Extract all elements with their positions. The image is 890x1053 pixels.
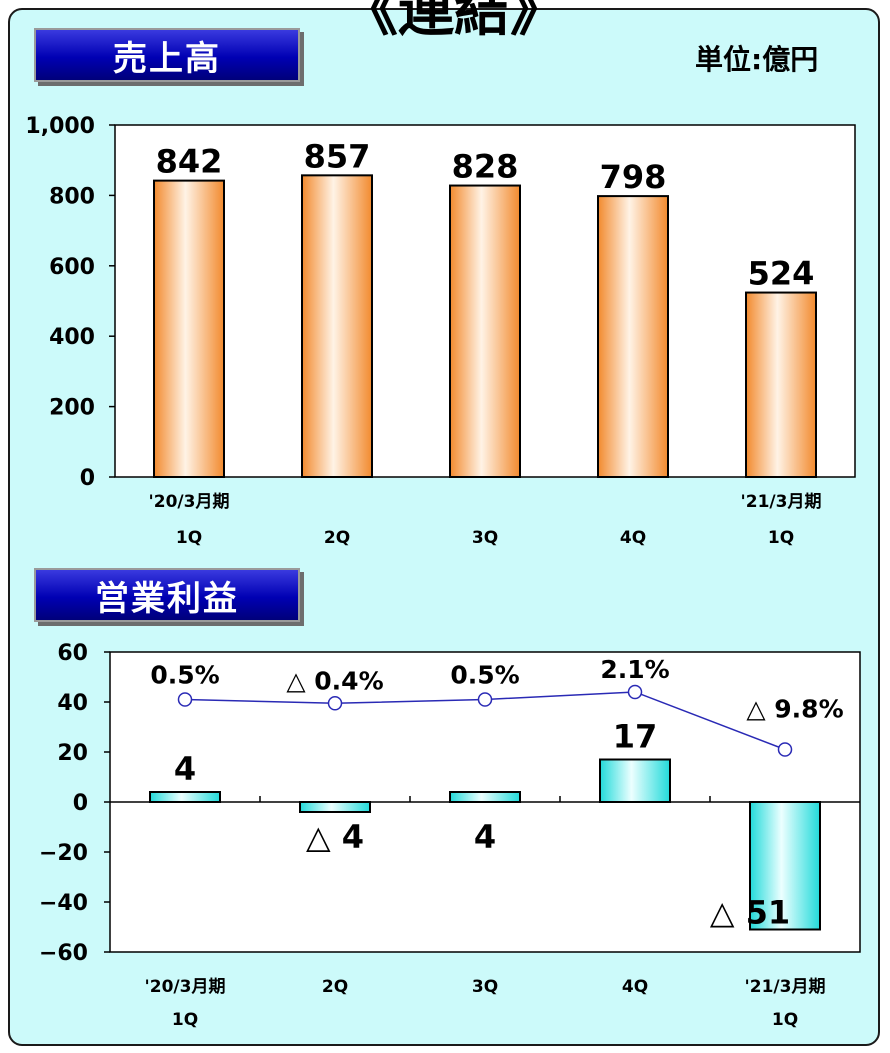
y-tick-label: 600 — [49, 255, 95, 280]
x-tick-label: 1Q — [772, 1010, 798, 1030]
y-tick-label: 400 — [49, 325, 95, 350]
y-tick-label: 0 — [73, 791, 88, 816]
page-title: 《連結》 — [342, 0, 566, 44]
data-label: 524 — [748, 255, 815, 293]
margin-point — [177, 692, 193, 707]
sales-section-header: 売上高 — [34, 28, 300, 82]
y-tick-label: 20 — [57, 741, 88, 766]
y-tick-label: 40 — [57, 691, 88, 716]
margin-label: 2.1% — [600, 655, 669, 684]
data-label: 17 — [613, 718, 658, 756]
margin-label: 0.5% — [450, 661, 519, 690]
operating-profit-chart: −60 −40 −20 0 20 40 60 4 '20/3月期 1Q △ 4 2Q 4 3Q 17 4Q △ … — [39, 641, 861, 1030]
data-label: 828 — [452, 148, 519, 186]
unit-label: 単位:億円 — [695, 43, 819, 76]
margin-point — [777, 742, 793, 757]
margin-point — [477, 692, 493, 707]
y-tick-label: 0 — [80, 466, 95, 491]
bar — [149, 791, 221, 803]
x-tick-label: 1Q — [176, 528, 202, 548]
margin-point — [327, 696, 343, 711]
margin-point — [627, 684, 643, 700]
sales-chart: 0 200 400 600 800 1,000 842 '20/3月期 1Q 857 2Q 828 3Q… — [25, 114, 856, 548]
margin-label: △ 0.4% — [286, 666, 383, 695]
y-tick-label: −40 — [39, 891, 88, 916]
bar — [599, 758, 671, 803]
x-tick-label: 1Q — [172, 1010, 198, 1030]
data-label: 4 — [174, 750, 196, 788]
op-section-title: 営業利益 — [95, 578, 239, 619]
bar — [749, 801, 821, 931]
x-tick-label: 4Q — [622, 977, 648, 997]
x-tick-label: '20/3月期 — [149, 492, 230, 512]
y-tick-label: −60 — [39, 941, 88, 966]
bar — [745, 291, 817, 478]
x-tick-label: 2Q — [322, 977, 348, 997]
bar — [449, 184, 521, 478]
y-tick-label: 200 — [49, 396, 95, 421]
bar — [153, 179, 225, 478]
margin-label: △ 9.8% — [746, 695, 843, 724]
y-tick-label: 1,000 — [25, 114, 95, 139]
y-tick-label: −20 — [39, 841, 88, 866]
data-label: △ 4 — [306, 818, 364, 856]
op-section-header: 営業利益 — [34, 568, 300, 622]
x-tick-label: 3Q — [472, 977, 498, 997]
x-tick-label: 4Q — [620, 528, 646, 548]
x-tick-label: '21/3月期 — [741, 492, 822, 512]
data-label: 4 — [474, 818, 496, 856]
data-label: △ 51 — [710, 894, 790, 932]
x-tick-label: 2Q — [324, 528, 350, 548]
y-tick-label: 800 — [49, 184, 95, 209]
bar — [597, 195, 669, 478]
x-tick-label: '21/3月期 — [745, 977, 826, 997]
bar — [449, 791, 521, 803]
data-label: 842 — [156, 143, 223, 181]
x-tick-label: '20/3月期 — [145, 977, 226, 997]
sales-section-title: 売上高 — [113, 38, 221, 79]
x-tick-label: 3Q — [472, 528, 498, 548]
bar — [301, 174, 373, 478]
margin-label: 0.5% — [150, 661, 219, 690]
y-tick-label: 60 — [57, 641, 88, 666]
bar — [299, 801, 371, 813]
x-tick-label: 1Q — [768, 528, 794, 548]
data-label: 857 — [304, 137, 371, 175]
data-label: 798 — [600, 158, 667, 196]
